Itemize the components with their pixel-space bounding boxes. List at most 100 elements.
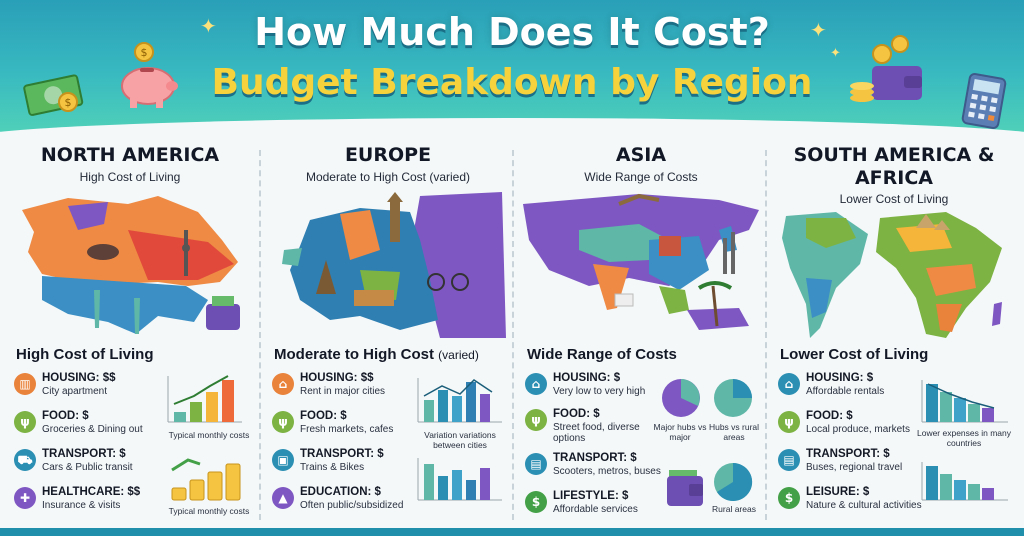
cost-item-lifestyle: $ LIFESTYLE: $ Affordable services: [525, 490, 670, 526]
column-divider: [259, 150, 261, 520]
utensils-icon: ψ: [14, 411, 36, 433]
cost-detail: Often public/subsidized: [300, 500, 404, 511]
section-label: Lower Cost of Living: [780, 346, 929, 363]
asia-map: [523, 193, 759, 330]
sparkle-icon: ✦: [810, 18, 827, 42]
europe-map: [282, 192, 506, 338]
cost-label: TRANSPORT: $: [42, 448, 126, 460]
column-divider: [765, 150, 767, 520]
cost-item-housing: ⌂ HOUSING: $ Very low to very high: [525, 372, 670, 408]
header-banner: ✦ ✦ ✦ $ $ How Much Does It Cost? Budget …: [0, 0, 1024, 132]
cost-label: TRANSPORT: $: [553, 452, 637, 464]
cost-label: FOOD: $: [553, 408, 600, 420]
region-subtitle: High Cost of Living: [79, 170, 181, 184]
chart-caption: Typical monthly costs: [168, 430, 250, 440]
region-column-south-america-africa: SOUTH AMERICA & AFRICA Lower Cost of Liv…: [768, 138, 1020, 530]
footer-bar: [0, 528, 1024, 536]
cost-label: HOUSING: $: [553, 372, 621, 384]
cost-detail: Very low to very high: [553, 386, 646, 397]
cross-icon: ✚: [14, 487, 36, 509]
chart-caption: Lower expenses in many countries: [916, 428, 1012, 448]
dollar-icon: $: [778, 487, 800, 509]
cost-label: HOUSING: $$: [300, 372, 374, 384]
cost-detail: Nature & cultural activities: [806, 500, 922, 511]
home-icon: ⌂: [272, 373, 294, 395]
bar-chart-icon: [417, 458, 502, 501]
utensils-icon: ψ: [778, 411, 800, 433]
region-title: SOUTH AMERICA & AFRICA: [793, 144, 995, 189]
wallet-icon: [667, 470, 703, 506]
sparkle-icon: ✦: [200, 14, 217, 38]
region-title: ASIA: [615, 144, 667, 166]
cost-item-transport: ▣ TRANSPORT: $ Trains & Bikes: [272, 448, 417, 484]
utensils-icon: ψ: [525, 409, 547, 431]
cost-detail: Groceries & Dining out: [42, 424, 143, 435]
wallet-icon: [850, 35, 922, 102]
cost-label: LEISURE: $: [806, 486, 870, 498]
cost-item-food: ψ FOOD: $ Local produce, markets: [778, 410, 923, 446]
page-subtitle: Budget Breakdown by Region: [211, 62, 813, 103]
cost-detail: City apartment: [42, 386, 108, 397]
region-subtitle: Wide Range of Costs: [584, 170, 698, 184]
chart-caption: Typical monthly costs: [168, 506, 250, 516]
dollar-icon: $: [525, 491, 547, 513]
cost-detail: Insurance & visits: [42, 500, 121, 511]
home-icon: ⌂: [525, 373, 547, 395]
section-heading: High Cost of Living: [16, 346, 153, 363]
cost-item-food: ψ FOOD: $ Fresh markets, cafes: [272, 410, 417, 446]
region-title: EUROPE: [344, 144, 432, 166]
region-subtitle: Moderate to High Cost (varied): [305, 170, 471, 184]
section-label: Wide Range of Costs: [527, 346, 677, 363]
cost-label: TRANSPORT: $: [300, 448, 384, 460]
cost-item-housing: ⌂ HOUSING: $$ Rent in major cities: [272, 372, 417, 408]
cost-label: HOUSING: $: [806, 372, 874, 384]
chart-caption: Hubs vs rural areas: [708, 422, 760, 442]
cost-label: FOOD: $: [806, 410, 853, 422]
bar-chart-icon: [921, 462, 1008, 501]
section-label: Moderate to High Cost: [274, 346, 434, 363]
north-america-map: [22, 196, 240, 334]
bar-chart-icon: [921, 380, 1008, 423]
cost-item-education: ▲ EDUCATION: $ Often public/subsidized: [272, 486, 417, 522]
pie-chart-icon: [714, 462, 753, 501]
cost-item-transport: ⛟ TRANSPORT: $ Cars & Public transit: [14, 448, 159, 484]
cost-detail: Street food, diverse options: [553, 422, 640, 444]
cost-item-transport: ▤ TRANSPORT: $ Scooters, metros, buses: [525, 452, 670, 488]
bus-icon: ▤: [525, 453, 547, 475]
cost-item-housing: ▥ HOUSING: $$ City apartment: [14, 372, 159, 408]
cost-item-food: ψ FOOD: $ Street food, diverse options: [525, 408, 670, 444]
building-icon: ▥: [14, 373, 36, 395]
cost-detail: Local produce, markets: [806, 424, 910, 435]
svg-text:$: $: [65, 96, 72, 109]
cost-detail: Buses, regional travel: [806, 462, 903, 473]
cost-label: HEALTHCARE: $$: [42, 486, 141, 498]
section-heading: Lower Cost of Living: [780, 346, 928, 363]
coin-stacks-icon: [171, 458, 241, 501]
cost-detail: Scooters, metros, buses: [553, 466, 661, 477]
section-note: (varied): [438, 348, 479, 362]
bar-chart-icon: [417, 378, 502, 423]
train-icon: ▣: [272, 449, 294, 471]
cost-label: TRANSPORT: $: [806, 448, 890, 460]
cost-item-healthcare: ✚ HEALTHCARE: $$ Insurance & visits: [14, 486, 159, 522]
cost-detail: Cars & Public transit: [42, 462, 133, 473]
section-heading: Wide Range of Costs: [527, 346, 677, 363]
cost-detail: Rent in major cities: [300, 386, 386, 397]
region-subtitle: Lower Cost of Living: [839, 192, 949, 206]
cost-item-housing: ⌂ HOUSING: $ Affordable rentals: [778, 372, 923, 408]
chart-caption: Major hubs vs major: [653, 422, 707, 442]
chart-caption: Rural areas: [712, 504, 756, 514]
region-column-europe: EUROPE Moderate to High Cost (varied) Mo…: [262, 138, 514, 530]
region-column-north-america: NORTH AMERICA High Cost of Living High C…: [4, 138, 256, 530]
cost-detail: Trains & Bikes: [300, 462, 365, 473]
cost-label: HOUSING: $$: [42, 372, 116, 384]
car-icon: ⛟: [14, 449, 36, 471]
region-column-asia: ASIA Wide Range of Costs Wide Range of C…: [515, 138, 767, 530]
cost-detail: Fresh markets, cafes: [300, 424, 394, 435]
utensils-icon: ψ: [272, 411, 294, 433]
cost-item-transport: ▤ TRANSPORT: $ Buses, regional travel: [778, 448, 923, 484]
cost-label: LIFESTYLE: $: [553, 490, 629, 502]
money-icon: $: [23, 74, 84, 116]
cost-label: FOOD: $: [300, 410, 347, 422]
south-america-africa-map: [782, 212, 1002, 338]
